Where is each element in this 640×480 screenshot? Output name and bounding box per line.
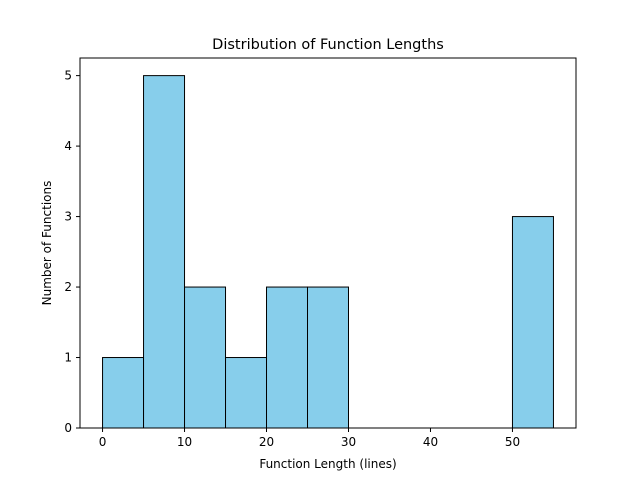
histogram-bar-50-55	[511, 216, 554, 429]
y-tick-label: 1	[64, 351, 72, 365]
x-tick-label: 30	[341, 435, 356, 449]
x-tick-label: 20	[259, 435, 274, 449]
histogram-bar-5-10	[143, 75, 186, 429]
y-axis-ticks: 0 1 2 3 4 5	[64, 69, 80, 435]
x-axis-ticks: 0 10 20 30 40 50	[99, 428, 520, 449]
x-tick-label: 0	[99, 435, 107, 449]
x-tick-label: 50	[505, 435, 520, 449]
bars-group	[102, 75, 554, 429]
y-tick-label: 0	[64, 421, 72, 435]
x-tick-label: 10	[177, 435, 192, 449]
histogram-bar-20-25	[266, 286, 309, 429]
plot-frame	[79, 57, 577, 429]
histogram-bar-10-15	[184, 286, 227, 429]
y-tick-label: 5	[64, 69, 72, 83]
x-axis-label: Function Length (lines)	[259, 457, 396, 471]
y-tick-label: 3	[64, 210, 72, 224]
x-tick-label: 40	[423, 435, 438, 449]
histogram-bar-25-30	[307, 286, 349, 429]
y-tick-label: 4	[64, 139, 72, 153]
y-tick-label: 2	[64, 280, 72, 294]
histogram-bar-0-5	[102, 357, 145, 429]
y-axis-label: Number of Functions	[40, 181, 54, 306]
chart-title: Distribution of Function Lengths	[212, 37, 444, 53]
histogram-bar-15-20	[225, 357, 268, 429]
